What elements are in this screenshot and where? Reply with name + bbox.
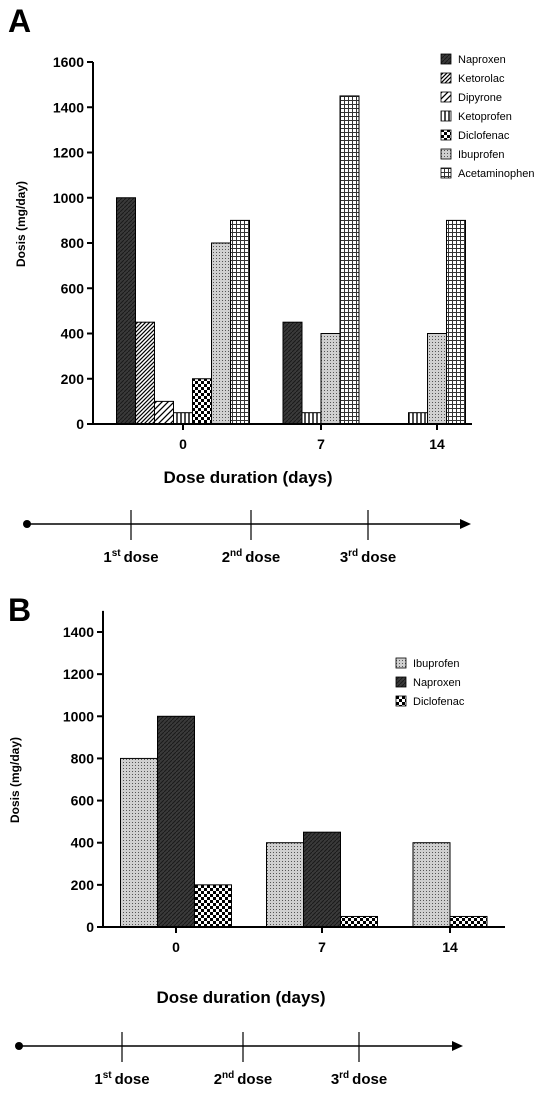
legend-swatch-dipyrone bbox=[440, 91, 452, 103]
y-tick-label: 400 bbox=[71, 835, 95, 851]
y-tick-label: 600 bbox=[71, 793, 95, 809]
dose-label-2: 2nd dose bbox=[222, 548, 281, 566]
dose-label-1: 1st dose bbox=[94, 1070, 149, 1088]
bar-ketoprofen-day-0 bbox=[173, 412, 193, 425]
y-tick-label: 0 bbox=[76, 416, 84, 432]
x-tick-label: 0 bbox=[172, 939, 180, 955]
legend-label-naproxen: Naproxen bbox=[458, 54, 506, 66]
bar-ibuprofen-day-0 bbox=[120, 757, 158, 928]
panel-a-label: A bbox=[8, 3, 31, 39]
legend-swatch-ketoprofen bbox=[440, 110, 452, 122]
bar-naproxen-day-7 bbox=[303, 831, 341, 928]
bar-ketoprofen-day-14 bbox=[408, 412, 428, 425]
legend-label-ibuprofen: Ibuprofen bbox=[458, 149, 504, 161]
bar-naproxen-day-0 bbox=[116, 197, 136, 425]
legend-label-ketorolac: Ketorolac bbox=[458, 73, 505, 85]
legend-swatch-naproxen bbox=[440, 53, 452, 65]
legend-swatch-acetaminophen bbox=[440, 167, 452, 179]
y-tick-label: 600 bbox=[61, 280, 85, 296]
x-tick-label: 7 bbox=[317, 436, 325, 452]
legend-label-dipyrone: Dipyrone bbox=[458, 92, 502, 104]
bar-naproxen-day-7 bbox=[282, 321, 303, 425]
bar-ketorolac-day-0 bbox=[135, 321, 155, 425]
timeline-arrowhead bbox=[452, 1041, 463, 1051]
legend-swatch-ketorolac bbox=[440, 72, 452, 84]
timeline-b: 1st dose 2nd dose 3rd dose bbox=[15, 1032, 463, 1088]
legend-swatch-ibuprofen bbox=[395, 657, 407, 669]
y-tick-label: 1000 bbox=[63, 708, 94, 724]
x-tick-label: 7 bbox=[318, 939, 326, 955]
y-tick-label: 1000 bbox=[53, 190, 84, 206]
legend-swatch-diclofenac bbox=[395, 695, 407, 707]
legend-label-diclofenac: Diclofenac bbox=[458, 130, 510, 142]
panel-b-label: B bbox=[8, 592, 31, 628]
timeline-a: 1st dose 2nd dose 3rd dose bbox=[23, 510, 471, 566]
y-axis-title: Dosis (mg/day) bbox=[14, 181, 28, 267]
bar-ketoprofen-day-7 bbox=[301, 412, 322, 425]
y-axis-title: Dosis (mg/day) bbox=[8, 737, 22, 823]
legend-label-naproxen: Naproxen bbox=[413, 677, 461, 689]
y-tick-label: 0 bbox=[86, 919, 94, 935]
legend-label-diclofenac: Diclofenac bbox=[413, 696, 465, 708]
legend-label-ibuprofen: Ibuprofen bbox=[413, 658, 459, 670]
bar-diclofenac-day-14 bbox=[449, 915, 488, 928]
bar-ibuprofen-day-14 bbox=[427, 333, 447, 425]
x-axis-title: Dose duration (days) bbox=[156, 988, 325, 1007]
y-tick-label: 1200 bbox=[53, 145, 84, 161]
x-tick-label: 14 bbox=[442, 939, 458, 955]
bar-acetaminophen-day-0 bbox=[230, 219, 250, 425]
dose-label-1: 1st dose bbox=[103, 548, 158, 566]
bar-acetaminophen-day-7 bbox=[339, 95, 360, 425]
y-tick-label: 800 bbox=[61, 235, 85, 251]
y-tick-label: 1400 bbox=[53, 99, 84, 115]
chart-b: 0 200 400 600 800 1000 1200 1400 0 7 14 Dosis (mg/d… bbox=[8, 610, 505, 1007]
y-tick-label: 400 bbox=[61, 326, 85, 342]
bar-acetaminophen-day-14 bbox=[446, 219, 466, 425]
bar-ibuprofen-day-0 bbox=[211, 242, 231, 425]
y-tick-label: 1600 bbox=[53, 54, 84, 70]
y-tick-label: 200 bbox=[71, 877, 95, 893]
y-tick-label: 1200 bbox=[63, 666, 94, 682]
x-axis-title: Dose duration (days) bbox=[163, 468, 332, 487]
dose-label-3: 3rd dose bbox=[340, 548, 396, 566]
bar-diclofenac-day-0 bbox=[192, 378, 212, 425]
bar-ibuprofen-day-7 bbox=[320, 333, 341, 425]
bar-ibuprofen-day-7 bbox=[266, 842, 304, 928]
dose-label-3: 3rd dose bbox=[331, 1070, 387, 1088]
legend-swatch-naproxen bbox=[395, 676, 407, 688]
bar-ibuprofen-day-14 bbox=[412, 842, 451, 928]
x-tick-label: 14 bbox=[429, 436, 445, 452]
bar-dipyrone-day-0 bbox=[154, 400, 174, 425]
timeline-arrowhead bbox=[460, 519, 471, 529]
legend-label-acetaminophen: Acetaminophen bbox=[458, 168, 534, 180]
legend-label-ketoprofen: Ketoprofen bbox=[458, 111, 512, 123]
y-tick-label: 1400 bbox=[63, 624, 94, 640]
chart-a: 0 200 400 600 800 1000 1200 1400 1600 0 7 14 Dosis (… bbox=[14, 53, 534, 487]
dose-label-2: 2nd dose bbox=[214, 1070, 273, 1088]
legend-swatch-diclofenac bbox=[440, 129, 452, 141]
legend-swatch-ibuprofen bbox=[440, 148, 452, 160]
bar-diclofenac-day-7 bbox=[340, 915, 378, 928]
y-tick-label: 800 bbox=[71, 750, 95, 766]
bar-diclofenac-day-0 bbox=[194, 884, 232, 928]
y-tick-label: 200 bbox=[61, 371, 85, 387]
bar-naproxen-day-0 bbox=[157, 715, 195, 928]
x-tick-label: 0 bbox=[179, 436, 187, 452]
